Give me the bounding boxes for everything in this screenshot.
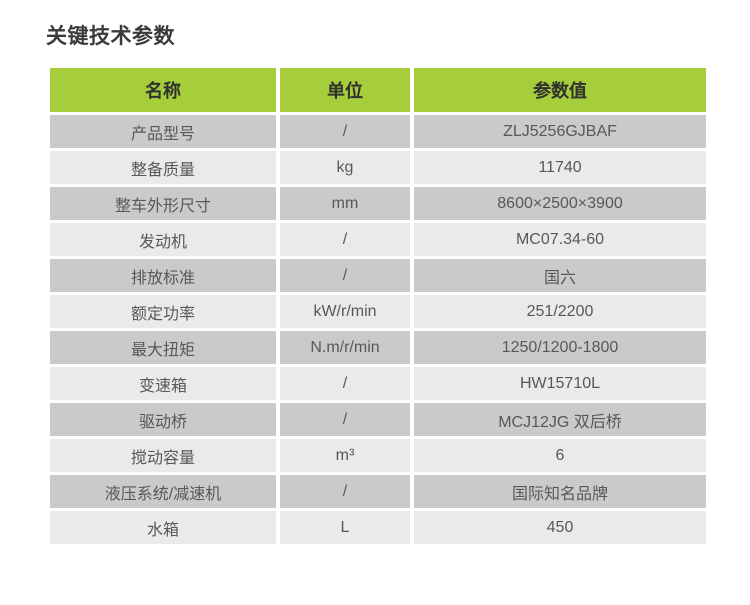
cell-unit: /: [280, 115, 410, 148]
cell-value: 国六: [414, 259, 706, 292]
cell-name: 搅动容量: [50, 439, 276, 472]
cell-value: MC07.34-60: [414, 223, 706, 256]
cell-value: ZLJ5256GJBAF: [414, 115, 706, 148]
cell-value: 251/2200: [414, 295, 706, 328]
cell-value: 450: [414, 511, 706, 544]
header-cell-unit: 单位: [280, 68, 410, 112]
cell-value: 1250/1200-1800: [414, 331, 706, 364]
cell-name: 排放标准: [50, 259, 276, 292]
cell-name: 液压系统/减速机: [50, 475, 276, 508]
cell-name: 整备质量: [50, 151, 276, 184]
cell-name: 变速箱: [50, 367, 276, 400]
cell-unit: /: [280, 259, 410, 292]
cell-unit: L: [280, 511, 410, 544]
cell-name: 水箱: [50, 511, 276, 544]
params-table: 名称 单位 参数值 产品型号 / ZLJ5256GJBAF 整备质量 kg 11…: [50, 68, 706, 544]
cell-name: 整车外形尺寸: [50, 187, 276, 220]
cell-unit: m³: [280, 439, 410, 472]
cell-unit: /: [280, 367, 410, 400]
cell-name: 发动机: [50, 223, 276, 256]
cell-name: 产品型号: [50, 115, 276, 148]
cell-name: 驱动桥: [50, 403, 276, 436]
cell-value: 8600×2500×3900: [414, 187, 706, 220]
cell-unit: /: [280, 403, 410, 436]
cell-value: MCJ12JG 双后桥: [414, 403, 706, 436]
cell-unit: N.m/r/min: [280, 331, 410, 364]
cell-value: 6: [414, 439, 706, 472]
cell-unit: kW/r/min: [280, 295, 410, 328]
cell-name: 最大扭矩: [50, 331, 276, 364]
cell-value: HW15710L: [414, 367, 706, 400]
cell-unit: /: [280, 475, 410, 508]
cell-value: 国际知名品牌: [414, 475, 706, 508]
page-title: 关键技术参数: [46, 25, 175, 48]
cell-unit: mm: [280, 187, 410, 220]
cell-unit: /: [280, 223, 410, 256]
cell-name: 额定功率: [50, 295, 276, 328]
cell-unit: kg: [280, 151, 410, 184]
cell-value: 11740: [414, 151, 706, 184]
header-cell-name: 名称: [50, 68, 276, 112]
header-cell-value: 参数值: [414, 68, 706, 112]
